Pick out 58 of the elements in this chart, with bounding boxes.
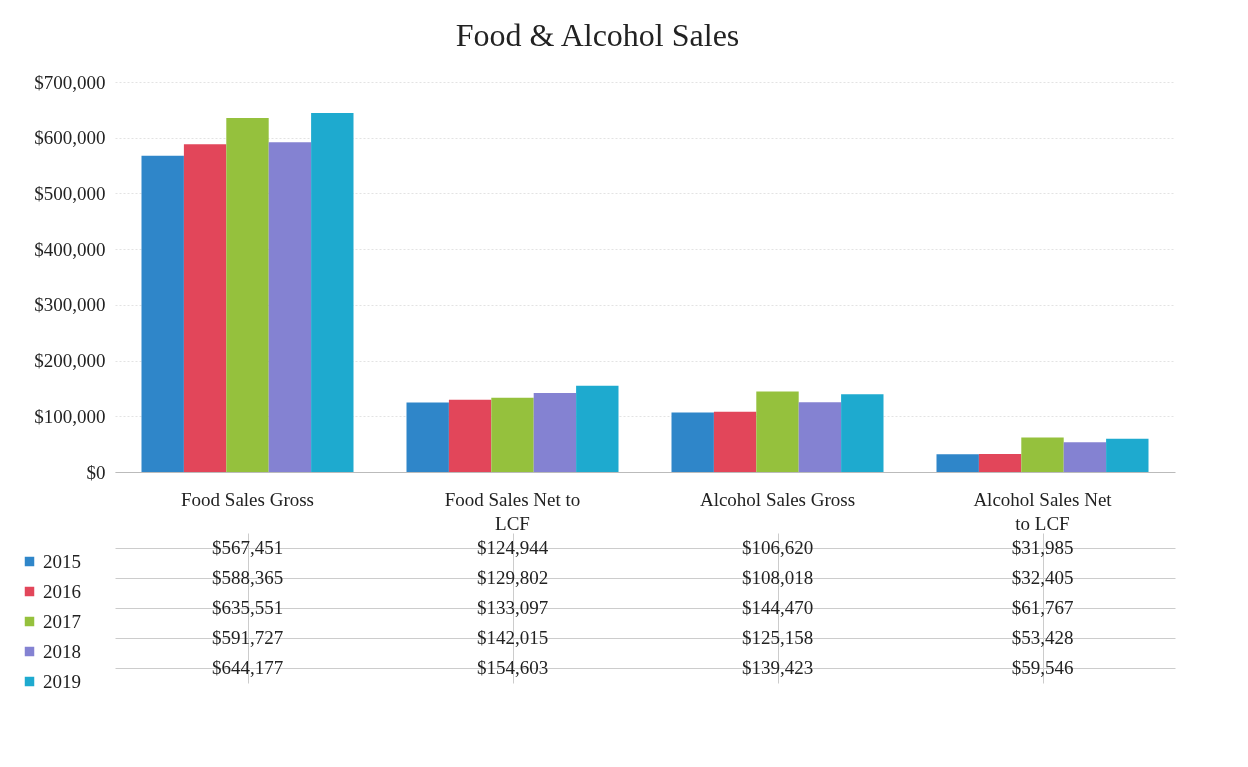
data-label: $125,158 [741,627,814,648]
bar [756,391,799,472]
data-label: $567,451 [211,537,284,558]
bar [311,113,354,472]
data-label: $32,405 [1011,567,1074,588]
y-tick-label: $200,000 [34,350,106,372]
y-tick-label: $500,000 [34,182,106,204]
data-label: $154,603 [476,657,549,678]
y-tick-label: $100,000 [34,405,106,427]
data-label: $144,470 [741,597,814,618]
data-label: $142,015 [476,627,549,648]
data-label: $59,546 [1011,657,1074,678]
bar [226,117,269,472]
data-label: $588,365 [211,567,284,588]
x-tick-label: Food Sales Net to LCF [444,488,581,534]
data-label: $133,097 [476,597,549,618]
bar [671,412,714,472]
chart-title: Food & Alcohol Sales [455,17,740,53]
x-tick-label: Alcohol Sales Net to LCF [973,488,1113,534]
bar [141,155,184,472]
bar [491,397,534,472]
y-tick-label: $700,000 [34,71,106,93]
y-tick-label: $400,000 [34,238,106,260]
bar [1106,438,1149,472]
legend-label: 2019 [43,670,81,692]
legend-label: 2018 [43,640,81,662]
y-tick-label: $300,000 [34,294,106,316]
data-label: $31,985 [1011,537,1074,558]
y-tick-label: $600,000 [34,127,106,149]
data-label: $129,802 [476,567,549,588]
bar [576,385,619,472]
data-label: $108,018 [741,567,814,588]
data-label: $591,727 [211,627,284,648]
data-label: $124,944 [476,537,549,558]
data-label: $139,423 [741,657,814,678]
legend-label: 2017 [43,610,81,632]
bar [978,453,1022,472]
bar [1063,442,1107,472]
bar [533,392,577,472]
bar [1021,437,1064,472]
x-tick-label: Alcohol Sales Gross [699,488,856,510]
bar [798,402,842,472]
data-label: $635,551 [211,597,284,618]
bar [713,411,757,472]
data-label: $644,177 [211,657,284,678]
data-label: $53,428 [1011,627,1074,648]
data-label: $61,767 [1011,597,1074,618]
y-tick-label: $0 [86,461,106,483]
bar [183,144,227,472]
legend-label: 2015 [43,550,81,572]
legend-label: 2016 [43,580,81,602]
bar [841,394,884,472]
data-label: $106,620 [741,537,814,558]
bar [268,142,312,472]
x-tick-label: Food Sales Gross [180,488,315,510]
bar [406,402,449,472]
bar [936,454,979,472]
bar [448,399,492,472]
